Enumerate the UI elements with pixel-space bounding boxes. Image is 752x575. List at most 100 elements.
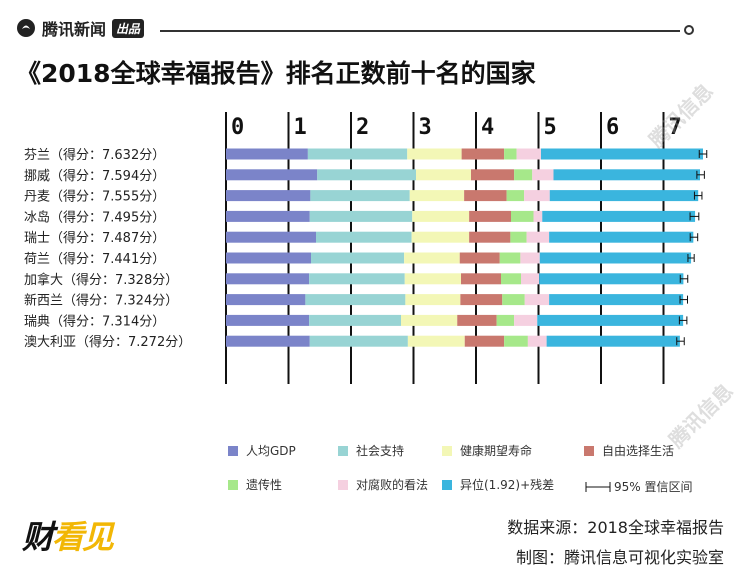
page-title: 《2018全球幸福报告》排名正数前十名的国家 — [16, 59, 536, 88]
bar-segment — [546, 335, 680, 347]
bar-segment — [553, 169, 700, 181]
bar-segment — [411, 231, 470, 243]
bar-segment — [501, 273, 521, 285]
header-rule — [160, 30, 680, 32]
bar-segment — [511, 210, 534, 222]
bar-segment — [464, 190, 507, 202]
x-tick-label: 2 — [356, 115, 369, 140]
category-label: 荷兰（得分：7.441分） — [24, 251, 165, 267]
category-label: 加拿大（得分：7.328分） — [24, 272, 178, 288]
bar-segment — [409, 190, 465, 202]
x-tick-label: 5 — [544, 115, 557, 140]
header-rule-end-icon — [684, 25, 694, 35]
bar-segment — [524, 294, 550, 306]
legend-label: 社会支持 — [356, 443, 404, 458]
bar-segment — [469, 231, 511, 243]
bar-segment — [226, 231, 316, 243]
data-source: 数据来源：2018全球幸福报告 — [507, 518, 724, 537]
bar-segment — [532, 169, 554, 181]
bar-segment — [226, 148, 308, 160]
bar-segment — [506, 190, 525, 202]
bar-segment — [226, 210, 310, 222]
legend-swatch — [338, 446, 348, 456]
x-tick-label: 1 — [294, 115, 307, 140]
x-tick-label: 0 — [231, 115, 244, 140]
legend-label: 遗传性 — [246, 477, 282, 492]
bar-segment — [226, 190, 311, 202]
bar-segment — [469, 210, 511, 222]
bar-segment — [464, 335, 505, 347]
brand-name: 腾讯新闻 — [42, 20, 107, 39]
footer-logo-accent: 看见 — [52, 518, 114, 556]
legend-label: 异位(1.92)+残差 — [460, 477, 554, 492]
legend-swatch — [338, 480, 348, 490]
legend-ci-label: 95% 置信区间 — [614, 480, 693, 494]
category-label: 澳大利亚（得分：7.272分） — [24, 334, 191, 350]
chart-credit: 制图：腾讯信息可视化实验室 — [515, 548, 724, 567]
bar-segment — [496, 314, 515, 326]
bar-segment — [226, 252, 311, 264]
category-label: 挪威（得分：7.594分） — [24, 168, 165, 184]
bar-segment — [516, 148, 541, 160]
bar-segment — [226, 294, 306, 306]
bar-segment — [407, 335, 465, 347]
bar-segment — [307, 148, 408, 160]
bar-segment — [305, 294, 406, 306]
bar-segment — [549, 294, 684, 306]
bar-segment — [514, 314, 538, 326]
bar-segment — [542, 210, 696, 222]
bar-segment — [521, 273, 540, 285]
bar-segment — [504, 335, 528, 347]
bar-segment — [549, 231, 694, 243]
bar-segment — [461, 148, 505, 160]
brand-header: 腾讯新闻 出品 — [16, 16, 145, 40]
bar-segment — [514, 169, 533, 181]
bar-segment — [310, 190, 410, 202]
legend-swatch — [442, 446, 452, 456]
bar-segment — [226, 335, 310, 347]
category-label: 瑞士（得分：7.487分） — [24, 230, 165, 246]
category-label: 冰岛（得分：7.495分） — [24, 209, 165, 225]
bar-segment — [471, 169, 515, 181]
legend-swatch — [584, 446, 594, 456]
legend-label: 对腐败的看法 — [356, 477, 428, 492]
x-tick-label: 4 — [481, 115, 494, 140]
bar-segment — [309, 314, 401, 326]
category-label: 丹麦（得分：7.555分） — [24, 189, 165, 205]
bar-segment — [510, 231, 527, 243]
bar-segment — [401, 314, 458, 326]
x-tick-label: 3 — [419, 115, 432, 140]
bar-segment — [539, 252, 692, 264]
bar-segment — [541, 148, 703, 160]
bar-segment — [459, 252, 500, 264]
category-label: 瑞典（得分：7.314分） — [24, 313, 165, 329]
bar-segment — [317, 169, 416, 181]
bar-segment — [412, 210, 470, 222]
brand-badge: 出品 — [112, 18, 145, 38]
bar-segment — [549, 190, 699, 202]
bar-segment — [405, 294, 461, 306]
footer-logo-main: 财 — [22, 518, 54, 556]
bar-segment — [502, 294, 525, 306]
bar-segment — [527, 335, 547, 347]
brand-logo-icon — [17, 19, 35, 37]
legend-label: 人均GDP — [246, 444, 296, 458]
bar-segment — [309, 210, 413, 222]
bar-segment — [537, 314, 684, 326]
x-tick-label: 7 — [669, 115, 682, 140]
bar-segment — [520, 252, 540, 264]
legend-swatch — [442, 480, 452, 490]
bar-segment — [309, 335, 408, 347]
category-label: 新西兰（得分：7.324分） — [24, 293, 178, 309]
bar-segment — [226, 169, 318, 181]
footer-logo: 财看见 — [22, 512, 114, 558]
bar-segment — [416, 169, 471, 181]
legend-swatch — [228, 446, 238, 456]
bar-segment — [504, 148, 517, 160]
bar-segment — [499, 252, 521, 264]
legend-swatch — [228, 480, 238, 490]
bar-segment — [539, 273, 684, 285]
legend-label: 自由选择生活 — [602, 444, 674, 458]
bar-segment — [226, 273, 310, 285]
